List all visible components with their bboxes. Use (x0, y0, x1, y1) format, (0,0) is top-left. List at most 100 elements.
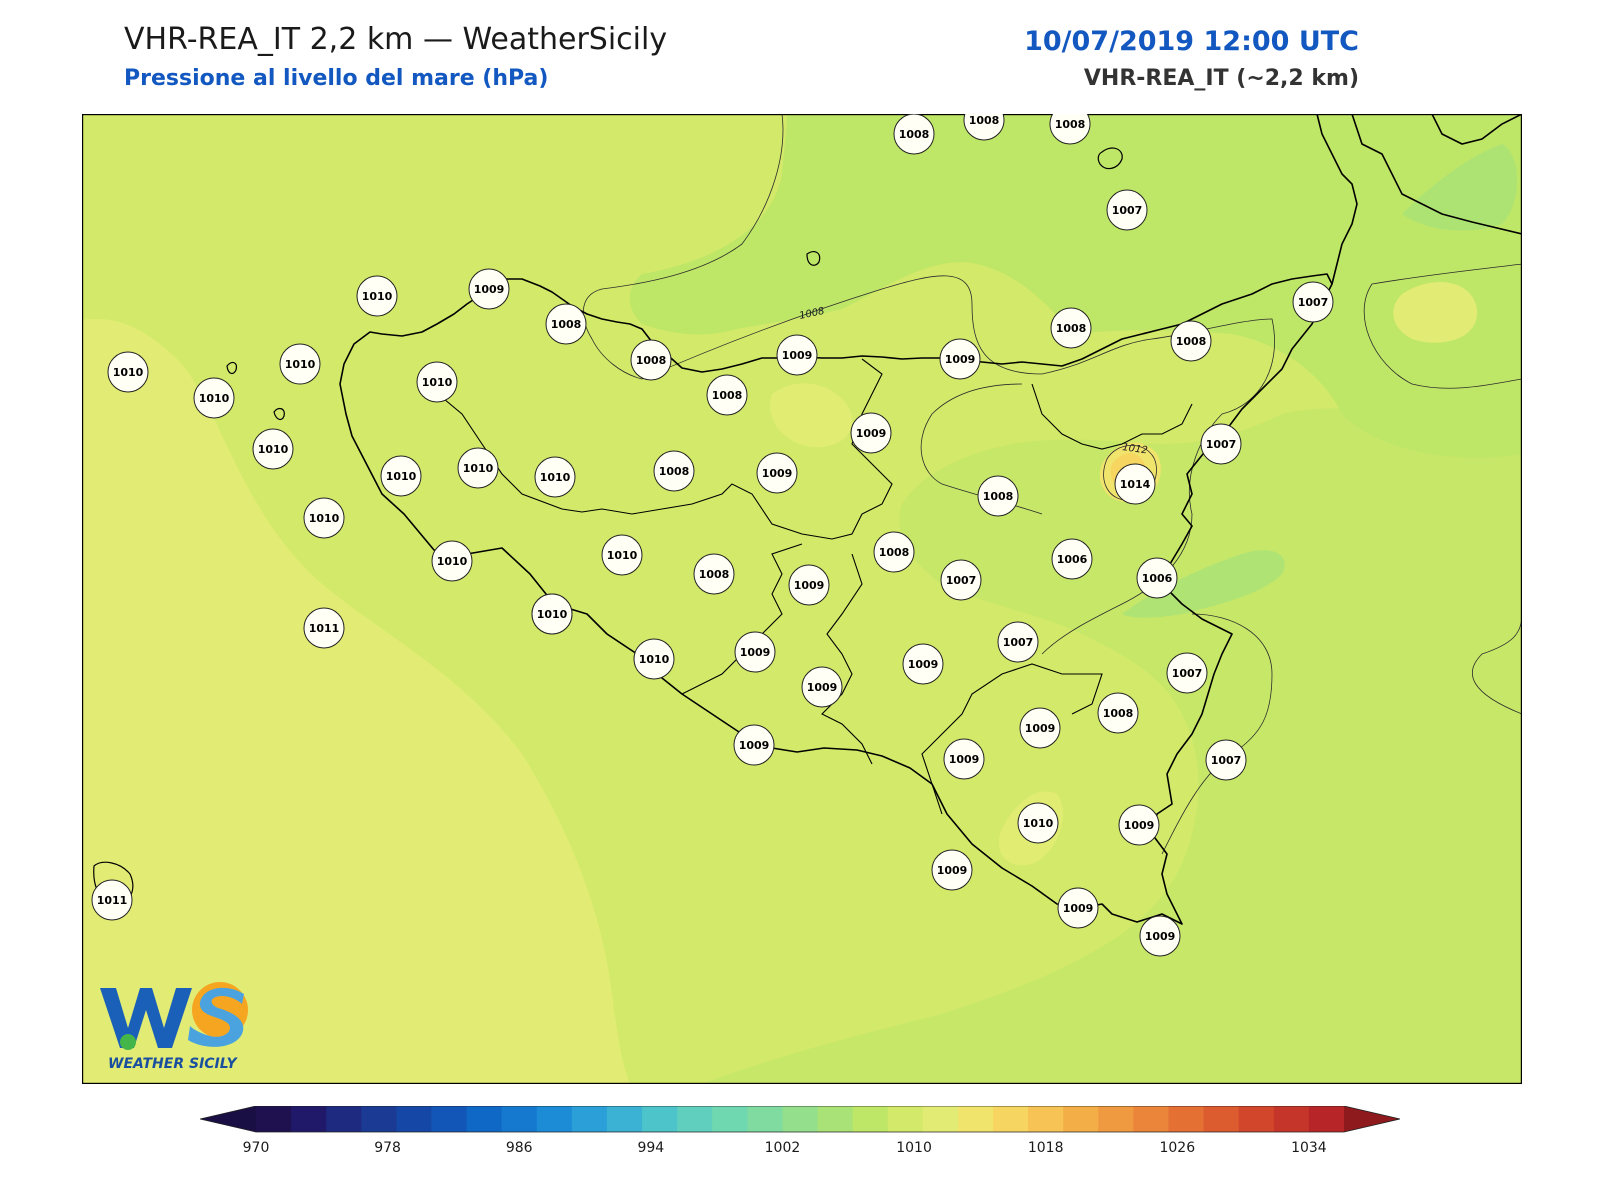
colorbar-segment (1063, 1106, 1099, 1132)
pressure-field-1010-interior (770, 383, 853, 448)
station-pressure-value: 1010 (113, 366, 144, 379)
station-marker: 1008 (963, 114, 1005, 141)
station-circle (801, 666, 843, 708)
station-pressure-value: 1007 (1172, 667, 1203, 680)
station-marker: 1009 (788, 564, 830, 606)
station-pressure-value: 1008 (969, 114, 1000, 127)
calabria-tip (1316, 114, 1358, 285)
station-pressure-value: 1008 (899, 128, 930, 141)
station-marker: 1010 (303, 497, 345, 539)
station-marker: 1010 (380, 455, 422, 497)
colorbar-segment (1133, 1106, 1170, 1132)
station-marker: 1008 (893, 114, 935, 155)
station-pressure-value: 1008 (983, 490, 1014, 503)
station-circle (776, 334, 818, 376)
colorbar-segment (642, 1106, 678, 1132)
station-pressure-value: 1010 (422, 376, 453, 389)
colorbar-tick-label: 1002 (765, 1140, 801, 1156)
station-pressure-value: 1010 (258, 443, 289, 456)
station-pressure-value: 1007 (1003, 636, 1034, 649)
colorbar-segment (1098, 1106, 1134, 1132)
station-marker: 1010 (531, 593, 573, 635)
colorbar-segment (712, 1106, 748, 1132)
station-pressure-value: 1008 (1103, 707, 1134, 720)
station-pressure-value: 1010 (463, 462, 494, 475)
station-marker: 1014 (1114, 463, 1156, 505)
isobar-1008-se (1161, 613, 1273, 855)
station-marker: 1009 (1057, 887, 1099, 929)
colorbar-tick-label: 994 (637, 1140, 664, 1156)
station-circle (1019, 707, 1061, 749)
station-circle (630, 339, 672, 381)
station-pressure-value: 1008 (879, 546, 910, 559)
calabria-coastline-west (1431, 114, 1522, 145)
station-marker: 1009 (801, 666, 843, 708)
station-pressure-value: 1010 (607, 549, 638, 562)
station-marker: 1010 (457, 447, 499, 489)
station-circle (653, 450, 695, 492)
station-circle (457, 447, 499, 489)
station-marker: 1008 (1049, 114, 1091, 145)
pressure-field-1008-north (629, 114, 1522, 458)
station-pressure-value: 1009 (739, 739, 770, 752)
colorbar-tick-label: 978 (374, 1140, 401, 1156)
colorbar-segment (747, 1106, 783, 1132)
station-marker: 1008 (873, 531, 915, 573)
station-circle (940, 559, 982, 601)
station-circle (468, 268, 510, 310)
station-pressure-value: 1008 (712, 389, 743, 402)
station-circle (279, 343, 321, 385)
valid-datetime: 10/07/2019 12:00 UTC (1024, 26, 1359, 57)
station-pressure-value: 1008 (1176, 335, 1207, 348)
pressure-field-1010-west (82, 318, 630, 1084)
colorbar-segment (887, 1106, 924, 1132)
station-pressure-value: 1009 (740, 646, 771, 659)
colorbar-segment (1238, 1106, 1275, 1132)
station-marker: 1010 (633, 638, 675, 680)
colorbar-segment (326, 1106, 362, 1132)
station-marker: 1007 (1292, 281, 1334, 323)
station-circle (1106, 189, 1148, 231)
station-pressure-value: 1008 (1055, 118, 1086, 131)
station-circle (1205, 739, 1247, 781)
colorbar-segment (431, 1106, 468, 1132)
station-pressure-value: 1010 (639, 653, 670, 666)
isobar-1006 (1363, 263, 1522, 389)
station-pressure-value: 1009 (949, 753, 980, 766)
station-pressure-value: 1009 (782, 349, 813, 362)
station-circle (1139, 915, 1181, 957)
station-marker: 1007 (1200, 423, 1242, 465)
colorbar-segment (1168, 1106, 1205, 1132)
station-circle (734, 631, 776, 673)
island-marettimo (226, 361, 237, 375)
station-marker: 1008 (1170, 320, 1212, 362)
station-circle (534, 456, 576, 498)
station-marker: 1011 (91, 879, 133, 921)
station-marker: 1010 (431, 540, 473, 582)
colorbar-segment (852, 1106, 889, 1132)
station-circle (91, 879, 133, 921)
station-circle (531, 593, 573, 635)
station-pressure-value: 1014 (1120, 478, 1151, 491)
station-pressure-value: 1007 (1206, 438, 1237, 451)
colorbar-segment (922, 1106, 959, 1132)
map-title: VHR-REA_IT 2,2 km — WeatherSicily (124, 22, 668, 57)
pressure-colorbar: 970 978 986 994 1002 1010 1018 1026 1034 (200, 1106, 1400, 1156)
station-marker: 1011 (303, 607, 345, 649)
station-circle (693, 553, 735, 595)
station-pressure-value: 1009 (762, 467, 793, 480)
station-circle (1057, 887, 1099, 929)
station-pressure-value: 1009 (856, 427, 887, 440)
colorbar-segment (606, 1106, 643, 1132)
colorbar-segment (1308, 1106, 1345, 1132)
colorbar-overflow-arrow (1344, 1106, 1400, 1132)
station-marker: 1006 (1136, 557, 1178, 599)
station-pressure-value: 1007 (1112, 204, 1143, 217)
station-pressure-value: 1008 (659, 465, 690, 478)
station-circle (977, 475, 1019, 517)
station-pressure-value: 1009 (937, 864, 968, 877)
station-circle (1136, 557, 1178, 599)
station-pressure-value: 1011 (309, 622, 340, 635)
station-markers: 1008 1008 1008 1007 1010 1009 1008 1007 1010 1010… (91, 114, 1334, 957)
station-marker: 1010 (416, 361, 458, 403)
